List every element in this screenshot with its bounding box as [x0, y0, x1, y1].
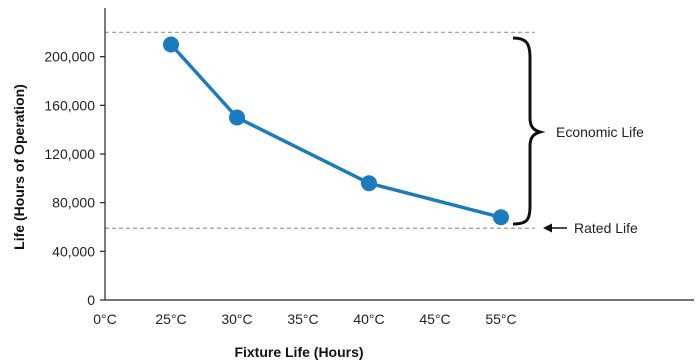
data-point: [229, 109, 245, 126]
x-tick-label: 30°C: [221, 311, 252, 327]
x-tick-label: 45°C: [419, 311, 450, 327]
y-tick-label: 80,000: [52, 195, 95, 211]
data-point: [361, 175, 377, 192]
x-tick-label: 55°C: [485, 311, 516, 327]
y-tick-label: 200,000: [44, 49, 95, 65]
reference-lines: [105, 31, 535, 229]
economic-life-bracket: [512, 36, 546, 226]
data-point: [163, 36, 179, 53]
x-axis-title: Fixture Life (Hours): [234, 344, 363, 360]
economic-life-label: Economic Life: [556, 124, 644, 140]
y-tick-label: 40,000: [52, 243, 95, 259]
y-tick-label: 160,000: [44, 97, 95, 113]
y-axis-title: Life (Hours of Operation): [11, 84, 27, 250]
y-axis-ticks: 0 40,000 80,000 120,000 160,000 200,000: [44, 49, 105, 308]
x-tick-label: 0°C: [93, 311, 117, 327]
y-tick-label: 120,000: [44, 146, 95, 162]
data-point: [493, 209, 509, 226]
x-tick-label: 35°C: [287, 311, 318, 327]
x-axis-ticks: 0°C 25°C 30°C 35°C 40°C 45°C 55°C: [93, 311, 516, 327]
rated-life-label: Rated Life: [574, 220, 638, 236]
series-group: [163, 36, 509, 226]
x-tick-label: 25°C: [155, 311, 186, 327]
rated-life-arrow-head: [543, 223, 552, 233]
series-line: [169, 43, 502, 219]
x-tick-label: 40°C: [353, 311, 384, 327]
y-tick-label: 0: [87, 292, 95, 308]
